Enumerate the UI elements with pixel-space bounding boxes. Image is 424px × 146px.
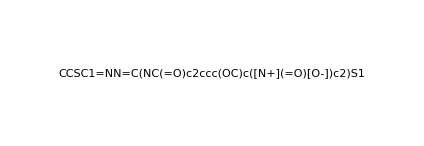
Text: CCSC1=NN=C(NC(=O)c2ccc(OC)c([N+](=O)[O-])c2)S1: CCSC1=NN=C(NC(=O)c2ccc(OC)c([N+](=O)[O-]… <box>59 68 365 78</box>
